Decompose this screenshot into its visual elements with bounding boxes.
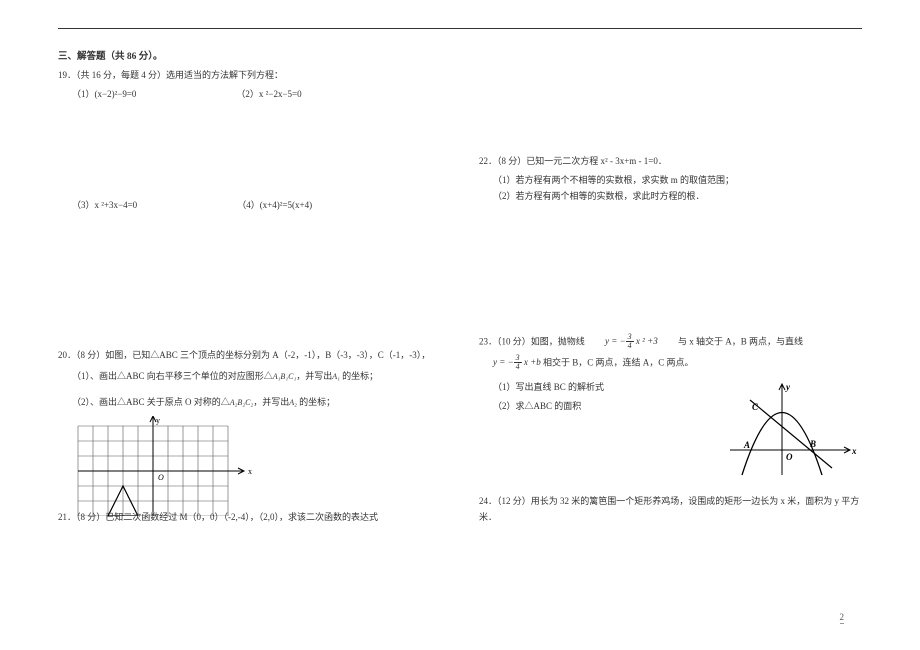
q19-p2: （2）x ²−2x−5=0: [236, 87, 301, 102]
q19-p4: （4）(x+4)²=5(x+4): [237, 198, 312, 213]
q24-stem: 24．（12 分）用长为 32 米的篱笆围一个矩形养鸡场，设围成的矩形一边长为 …: [479, 494, 862, 525]
q20-p2a: （2）、画出△ABC 关于原点 O 对称的△: [72, 397, 230, 407]
right-column: 22．（8 分）已知一元二次方程 x² - 3x+m - 1=0． （1）若方程…: [479, 49, 862, 529]
q20-grid-figure: x y O: [68, 416, 441, 516]
q20-p2e: 的坐标；: [297, 397, 335, 407]
q20-p2b: A₂B₂C₂: [230, 398, 253, 407]
q23-figure: A B C O x y: [722, 380, 862, 485]
q19-p1: （1）(x−2)²−9=0: [72, 87, 136, 102]
q22-p2: （2）若方程有两个相等的实数根，求此时方程的根．: [479, 189, 862, 204]
svg-text:O: O: [786, 452, 793, 462]
q20-p2d: A₂: [289, 398, 297, 407]
left-column: 三、解答题（共 86 分）。 19．（共 16 分，每题 4 分）选用适当的方法…: [58, 49, 441, 529]
q19-stem: 19．（共 16 分，每题 4 分）选用适当的方法解下列方程：: [58, 68, 441, 83]
q20-p1a: （1）、画出△ABC 向右平移三个单位的对应图形△: [72, 371, 273, 381]
q23-line2: y = −34 x +b 相交于 B，C 两点，连结 A，C 两点。: [479, 355, 862, 372]
q20-p2c: ，并写出: [253, 397, 289, 407]
q20-p1b: A₁B₁C₁: [273, 372, 296, 381]
q20-stem: 20．（8 分）如图，已知△ABC 三个顶点的坐标分别为 A（-2，-1），B（…: [58, 348, 441, 363]
q23-stem: 23．（10 分）如图，抛物线 y = −34 x ² +3 与 x 轴交于 A…: [479, 334, 862, 351]
svg-text:B: B: [809, 439, 816, 449]
svg-text:C: C: [752, 402, 759, 412]
q20-p1e: 的坐标；: [340, 371, 378, 381]
svg-text:x: x: [851, 446, 857, 456]
q20-p1d: A₁: [332, 372, 340, 381]
q22-p1: （1）若方程有两个不相等的实数根，求实数 m 的取值范围；: [479, 173, 862, 188]
q19-row1: （1）(x−2)²−9=0 （2）x ²−2x−5=0: [58, 87, 441, 102]
q22-stem: 22．（8 分）已知一元二次方程 x² - 3x+m - 1=0．: [479, 154, 862, 169]
q19-p3: （3）x ²+3x−4=0: [72, 198, 137, 213]
q19-row2: （3）x ²+3x−4=0 （4）(x+4)²=5(x+4): [58, 198, 441, 213]
svg-text:A: A: [743, 440, 750, 450]
axis-x-label: x: [248, 467, 252, 476]
q23-eq2: y = −34 x +b: [493, 357, 543, 367]
svg-text:y: y: [785, 382, 791, 392]
axis-y-label: y: [156, 416, 160, 425]
q23-eq1: y = −34 x ² +3: [587, 336, 676, 346]
page-number: 2: [840, 612, 845, 624]
q20-p1c: ，并写出: [296, 371, 332, 381]
origin-label: O: [158, 473, 164, 482]
q21-stem: 21．（8 分）已知二次函数经过 M（0，0）（-2,-4），（2,0），求该二…: [58, 510, 441, 525]
section-title: 三、解答题（共 86 分）。: [58, 49, 441, 65]
